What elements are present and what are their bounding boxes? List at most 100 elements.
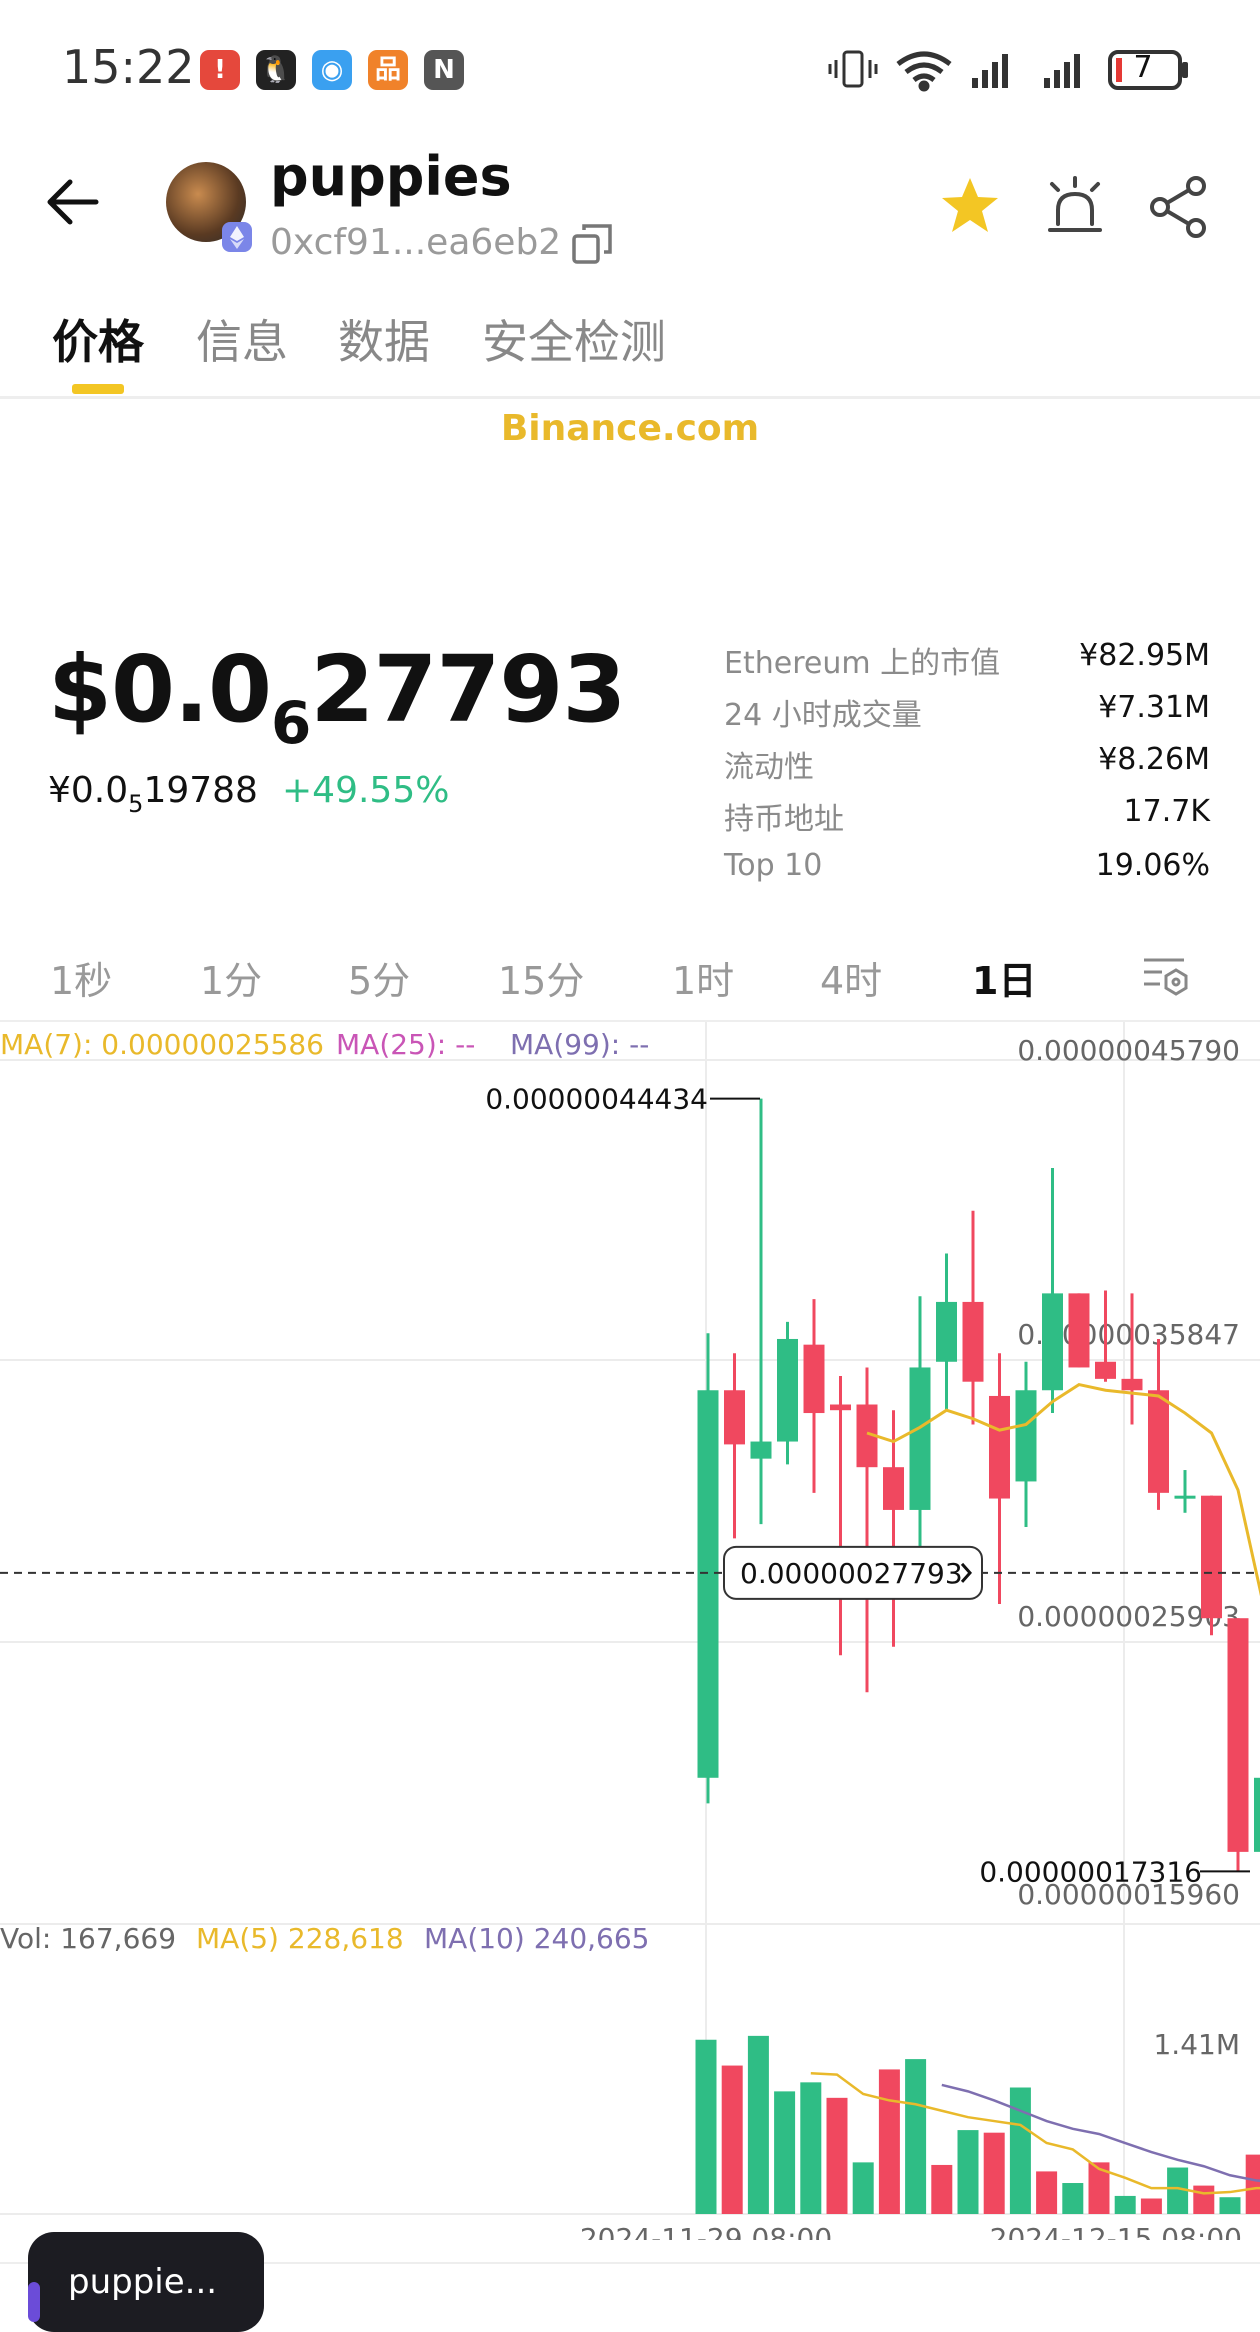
alert-app-icon: ! <box>200 50 240 90</box>
interval-1m[interactable]: 1分 <box>200 959 263 1003</box>
star-icon <box>942 178 998 232</box>
price-alert-button[interactable] <box>1040 174 1110 238</box>
volume-bar-4 <box>800 2082 822 2214</box>
vol-ma5-label: MA(5) 228,618 <box>196 1922 404 1955</box>
signal-icon-2 <box>1044 54 1080 88</box>
candle-body-13 <box>1042 1293 1063 1391</box>
volume-axis-label: 1.41M <box>1153 2028 1240 2061</box>
current-price-pill[interactable] <box>723 1545 983 1600</box>
ad-banner[interactable]: Binance.com <box>500 408 760 449</box>
tab-security-check[interactable]: 安全检测 <box>482 315 666 369</box>
wifi-icon <box>896 51 952 92</box>
chart-canvas[interactable]: 0.000000457900.000000358470.000000259030… <box>0 1022 1260 2255</box>
candle-body-14 <box>1068 1293 1090 1368</box>
price-axis-label-0: 0.00000045790 <box>1017 1034 1240 1067</box>
candle-body-8 <box>909 1367 931 1510</box>
volume-bar-12 <box>1009 2087 1031 2214</box>
interval-5m[interactable]: 5分 <box>348 959 411 1003</box>
interval-1s[interactable]: 1秒 <box>50 959 113 1003</box>
volume-bar-14 <box>1062 2183 1084 2214</box>
volume-bar-7 <box>878 2069 900 2214</box>
volume-bar-16 <box>1114 2195 1136 2214</box>
stat-label-holders: 持币地址 <box>724 802 844 837</box>
stat-value-holders: 17.7K <box>1123 794 1210 829</box>
price-usd-prefix: $0.0 <box>48 636 272 743</box>
price-usd-zero-count: 6 <box>271 689 311 757</box>
candle-body-19 <box>1201 1495 1222 1619</box>
interval-4h[interactable]: 4时 <box>820 959 883 1003</box>
volume-bar-17 <box>1140 2198 1162 2214</box>
active-tab-indicator <box>72 384 124 394</box>
share-button[interactable] <box>1146 174 1212 240</box>
candle-body-3 <box>777 1338 798 1442</box>
volume-bar-5 <box>826 2097 848 2214</box>
tabs-divider <box>0 396 1260 399</box>
candle-body-2 <box>750 1441 772 1459</box>
price-axis-label-3: 0.00000015960 <box>1017 1878 1240 1911</box>
tab-data[interactable]: 数据 <box>338 315 430 369</box>
volume-bar-15 <box>1088 2162 1110 2214</box>
alarm-icon <box>1048 176 1102 232</box>
copy-address-button[interactable] <box>570 222 614 266</box>
back-arrow-icon <box>47 179 99 225</box>
volume-bar-9 <box>931 2164 953 2214</box>
candle-body-20 <box>1227 1618 1249 1852</box>
copy-icon <box>572 224 612 264</box>
tab-price[interactable]: 价格 <box>52 315 144 369</box>
qq-app-icon: 🐧 <box>256 50 296 90</box>
interval-15m[interactable]: 15分 <box>498 959 585 1003</box>
ma7-label: MA(7): 0.00000025586 <box>0 1028 324 1061</box>
volume-bar-19 <box>1193 2185 1215 2214</box>
ethereum-chain-icon <box>222 222 252 252</box>
signal-icon-1 <box>972 54 1008 88</box>
stat-value-24h-volume: ¥7.31M <box>1098 690 1210 725</box>
tab-info[interactable]: 信息 <box>196 315 288 369</box>
ma99-label: MA(99): -- <box>510 1028 650 1061</box>
stat-label-top10: Top 10 <box>724 848 823 883</box>
volume-bar-21 <box>1245 2154 1260 2214</box>
volume-bar-10 <box>957 2130 979 2214</box>
favorite-button[interactable] <box>938 174 1002 238</box>
volume-bar-3 <box>774 2091 796 2214</box>
vol-label: Vol: 167,669 <box>0 1922 177 1955</box>
stat-value-top10: 19.06% <box>1095 848 1210 883</box>
candle-body-18 <box>1174 1495 1196 1499</box>
token-name: puppies <box>270 145 512 208</box>
interval-1d[interactable]: 1日 <box>972 959 1037 1003</box>
candle-body-7 <box>883 1467 904 1510</box>
stat-value-liquidity: ¥8.26M <box>1098 742 1210 777</box>
price-usd: $0.0627793 <box>48 636 626 757</box>
candle-body-21 <box>1254 1777 1260 1852</box>
volume-bar-8 <box>905 2059 927 2214</box>
interval-1h[interactable]: 1时 <box>672 959 735 1003</box>
camera-app-icon: ◉ <box>312 50 352 90</box>
volume-bar-6 <box>852 2162 874 2214</box>
volume-bar-20 <box>1219 2197 1241 2214</box>
candle-body-6 <box>856 1404 878 1468</box>
vibrate-icon <box>828 50 878 88</box>
candle-body-9 <box>936 1301 957 1362</box>
x-axis-label-1: 2024-12-15 08:00 <box>990 2222 1242 2240</box>
nfc-icon: N <box>424 50 464 90</box>
stat-label-24h-volume: 24 小时成交量 <box>724 698 922 733</box>
stat-label-liquidity: 流动性 <box>724 750 814 785</box>
candle-body-16 <box>1121 1378 1143 1391</box>
price-chart[interactable]: 0.00000045790 0.00000035847 0.00000025903 0… <box>0 1022 1260 2255</box>
chip-accent <box>28 2282 40 2322</box>
candle-body-5 <box>830 1404 851 1411</box>
chart-settings-button[interactable] <box>1140 950 1190 1000</box>
x-axis-label-0: 2024-11-29 08:00 <box>580 2222 832 2240</box>
game-app-icon: 品 <box>368 50 408 90</box>
ma7-line <box>866 1382 1260 1597</box>
battery-icon <box>1108 50 1188 90</box>
status-indicators <box>828 50 1188 92</box>
price-cny: ¥0.0519788 <box>48 770 258 818</box>
low-marker-label: 0.00000017316 <box>979 1855 1202 1888</box>
volume-bar-13 <box>1036 2171 1058 2214</box>
interval-divider <box>0 1020 1260 1022</box>
stat-value-market-cap: ¥82.95M <box>1079 638 1210 673</box>
volume-bar-0 <box>695 2039 717 2214</box>
back-button[interactable] <box>40 170 104 234</box>
price-cny-prefix: ¥0.0 <box>48 770 129 811</box>
candle-body-12 <box>1015 1390 1037 1482</box>
